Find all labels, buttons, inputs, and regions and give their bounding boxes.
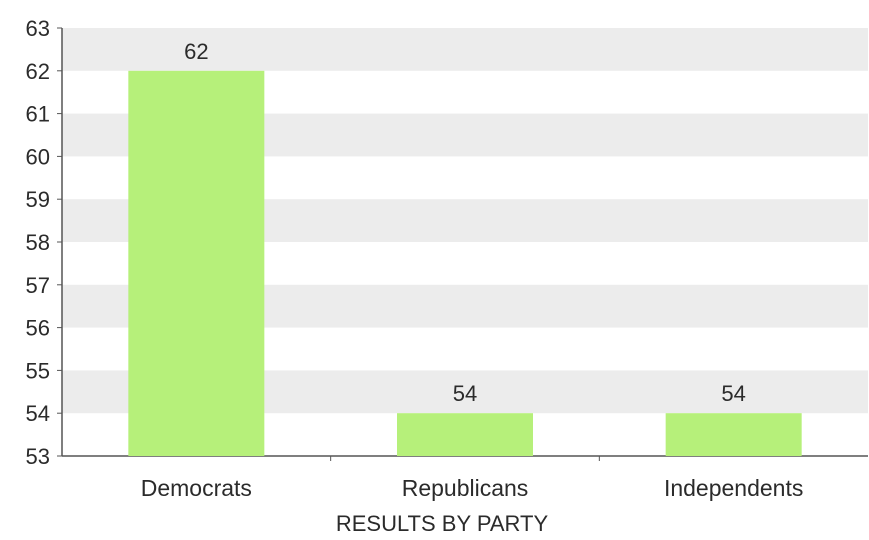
- y-tick-label: 57: [26, 273, 50, 298]
- y-tick-label: 60: [26, 144, 50, 169]
- y-tick-label: 63: [26, 16, 50, 41]
- x-category-label: Independents: [664, 475, 803, 501]
- y-tick-label: 54: [26, 401, 50, 426]
- data-label-democrats: 62: [184, 39, 208, 64]
- y-tick-label: 58: [26, 230, 50, 255]
- bar-independents: [665, 413, 802, 456]
- y-tick-label: 61: [26, 102, 50, 127]
- y-tick-label: 62: [26, 59, 50, 84]
- x-axis-categories: Democrats Republicans Independents: [141, 456, 803, 501]
- x-category-label: Democrats: [141, 475, 252, 501]
- y-tick-label: 59: [26, 187, 50, 212]
- y-tick-label: 55: [26, 358, 50, 383]
- grid-band: [62, 28, 868, 71]
- y-axis-ticks: 53 54 55 56 57 58 59 60 61 62 63: [26, 16, 62, 469]
- data-labels: 62 54 54: [184, 39, 746, 406]
- y-tick-label: 56: [26, 316, 50, 341]
- data-label-republicans: 54: [453, 381, 477, 406]
- x-axis-title: RESULTS BY PARTY: [336, 511, 549, 536]
- x-category-label: Republicans: [402, 475, 529, 501]
- bar-democrats: [128, 70, 265, 457]
- y-tick-label: 53: [26, 444, 50, 469]
- data-label-independents: 54: [721, 381, 745, 406]
- grid-bands: [62, 28, 868, 414]
- bar-republicans: [397, 413, 533, 456]
- bars: [128, 70, 802, 457]
